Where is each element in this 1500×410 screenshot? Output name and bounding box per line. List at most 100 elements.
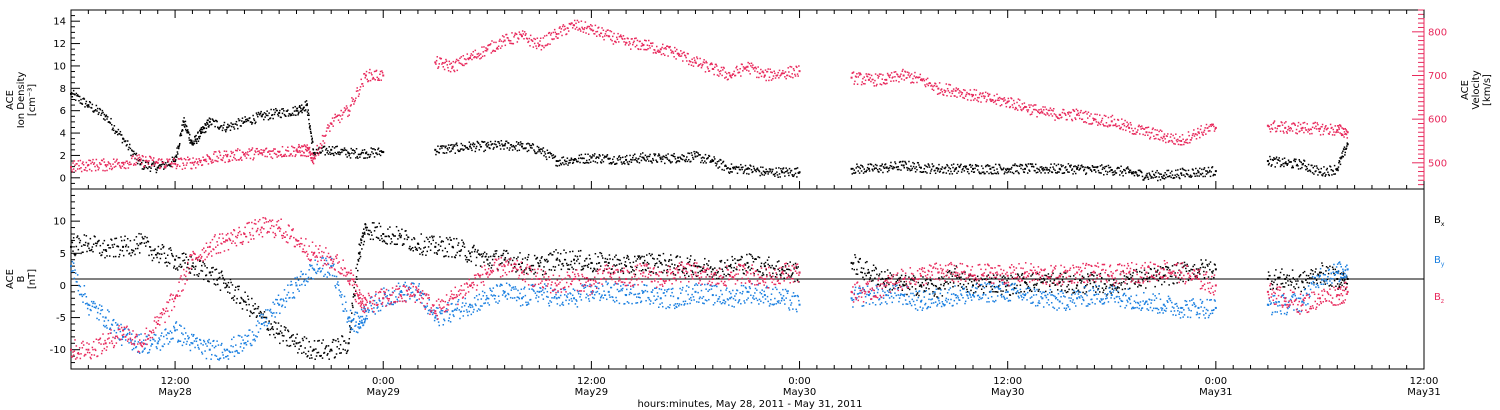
data-point <box>980 172 982 175</box>
data-point <box>583 27 586 29</box>
data-point <box>850 167 853 170</box>
data-point <box>491 40 493 42</box>
data-point <box>736 166 738 168</box>
data-point <box>358 243 360 246</box>
data-point <box>1299 160 1301 163</box>
data-point <box>157 245 160 248</box>
data-point <box>141 168 144 170</box>
data-point <box>1153 138 1156 140</box>
data-point <box>1306 167 1308 170</box>
data-point <box>501 254 504 257</box>
data-point <box>783 72 785 75</box>
data-point <box>482 253 485 255</box>
data-point <box>320 146 322 149</box>
data-point <box>866 166 869 169</box>
data-point <box>697 152 699 154</box>
data-point <box>138 232 140 235</box>
data-point <box>597 157 600 159</box>
data-point <box>130 254 132 257</box>
data-point <box>313 151 316 154</box>
data-point <box>360 242 363 244</box>
data-point <box>349 328 352 331</box>
data-point <box>776 75 778 77</box>
data-point <box>613 156 615 158</box>
data-point <box>1206 170 1208 172</box>
data-point <box>440 57 443 60</box>
data-point <box>1329 131 1331 133</box>
data-point <box>311 160 314 162</box>
data-point <box>718 166 721 168</box>
data-point <box>589 155 591 157</box>
data-point <box>231 284 234 286</box>
data-point <box>1327 173 1330 176</box>
data-point <box>563 163 565 166</box>
data-point <box>280 116 282 119</box>
data-point <box>106 255 108 257</box>
data-point <box>1045 169 1048 171</box>
data-point <box>619 35 621 38</box>
data-point <box>992 99 994 101</box>
data-point <box>984 172 986 175</box>
data-point <box>1066 111 1069 114</box>
data-point <box>582 31 585 33</box>
data-point <box>135 161 138 164</box>
data-point <box>787 172 789 174</box>
data-point <box>877 77 880 79</box>
data-point <box>269 328 272 331</box>
data-point <box>969 89 972 91</box>
data-point <box>345 342 347 344</box>
data-point <box>108 255 111 257</box>
data-point <box>1163 133 1166 135</box>
data-point <box>72 237 75 239</box>
data-point <box>1075 108 1078 111</box>
data-point <box>264 116 266 118</box>
data-point <box>697 65 699 67</box>
data-point <box>756 168 758 170</box>
data-point <box>308 147 310 150</box>
data-point <box>324 347 326 350</box>
data-point <box>1000 167 1002 170</box>
data-point <box>650 270 653 273</box>
data-point <box>1157 179 1159 182</box>
data-point <box>437 67 439 70</box>
data-point <box>1031 163 1034 165</box>
data-point <box>133 152 136 155</box>
data-point <box>1274 127 1276 129</box>
data-point <box>1213 130 1216 132</box>
data-point <box>214 269 216 271</box>
data-point <box>763 263 765 265</box>
data-point <box>528 267 531 270</box>
data-point <box>896 166 898 168</box>
data-point <box>887 74 890 76</box>
data-point <box>496 46 499 49</box>
data-point <box>311 138 313 141</box>
data-point <box>370 72 372 74</box>
data-point <box>141 236 144 238</box>
data-point <box>377 77 380 80</box>
data-point <box>237 288 240 291</box>
data-point <box>134 153 137 156</box>
data-point <box>341 148 344 151</box>
data-point <box>605 261 607 263</box>
data-point <box>1297 121 1300 124</box>
data-point <box>535 47 538 50</box>
data-point <box>1205 123 1208 126</box>
data-point <box>96 164 98 166</box>
data-point <box>1342 128 1345 130</box>
data-point <box>246 153 248 155</box>
data-point <box>443 62 445 64</box>
data-point <box>210 274 212 277</box>
data-point <box>303 106 305 109</box>
data-point <box>686 160 689 163</box>
data-point <box>742 172 745 175</box>
data-point <box>1076 113 1079 116</box>
data-point <box>587 162 590 164</box>
data-point <box>473 145 475 148</box>
data-point <box>100 254 103 256</box>
data-point <box>1191 168 1194 170</box>
data-point <box>88 100 91 103</box>
data-point <box>682 158 684 161</box>
data-point <box>278 332 281 335</box>
data-point <box>950 170 952 173</box>
data-point <box>406 238 408 241</box>
